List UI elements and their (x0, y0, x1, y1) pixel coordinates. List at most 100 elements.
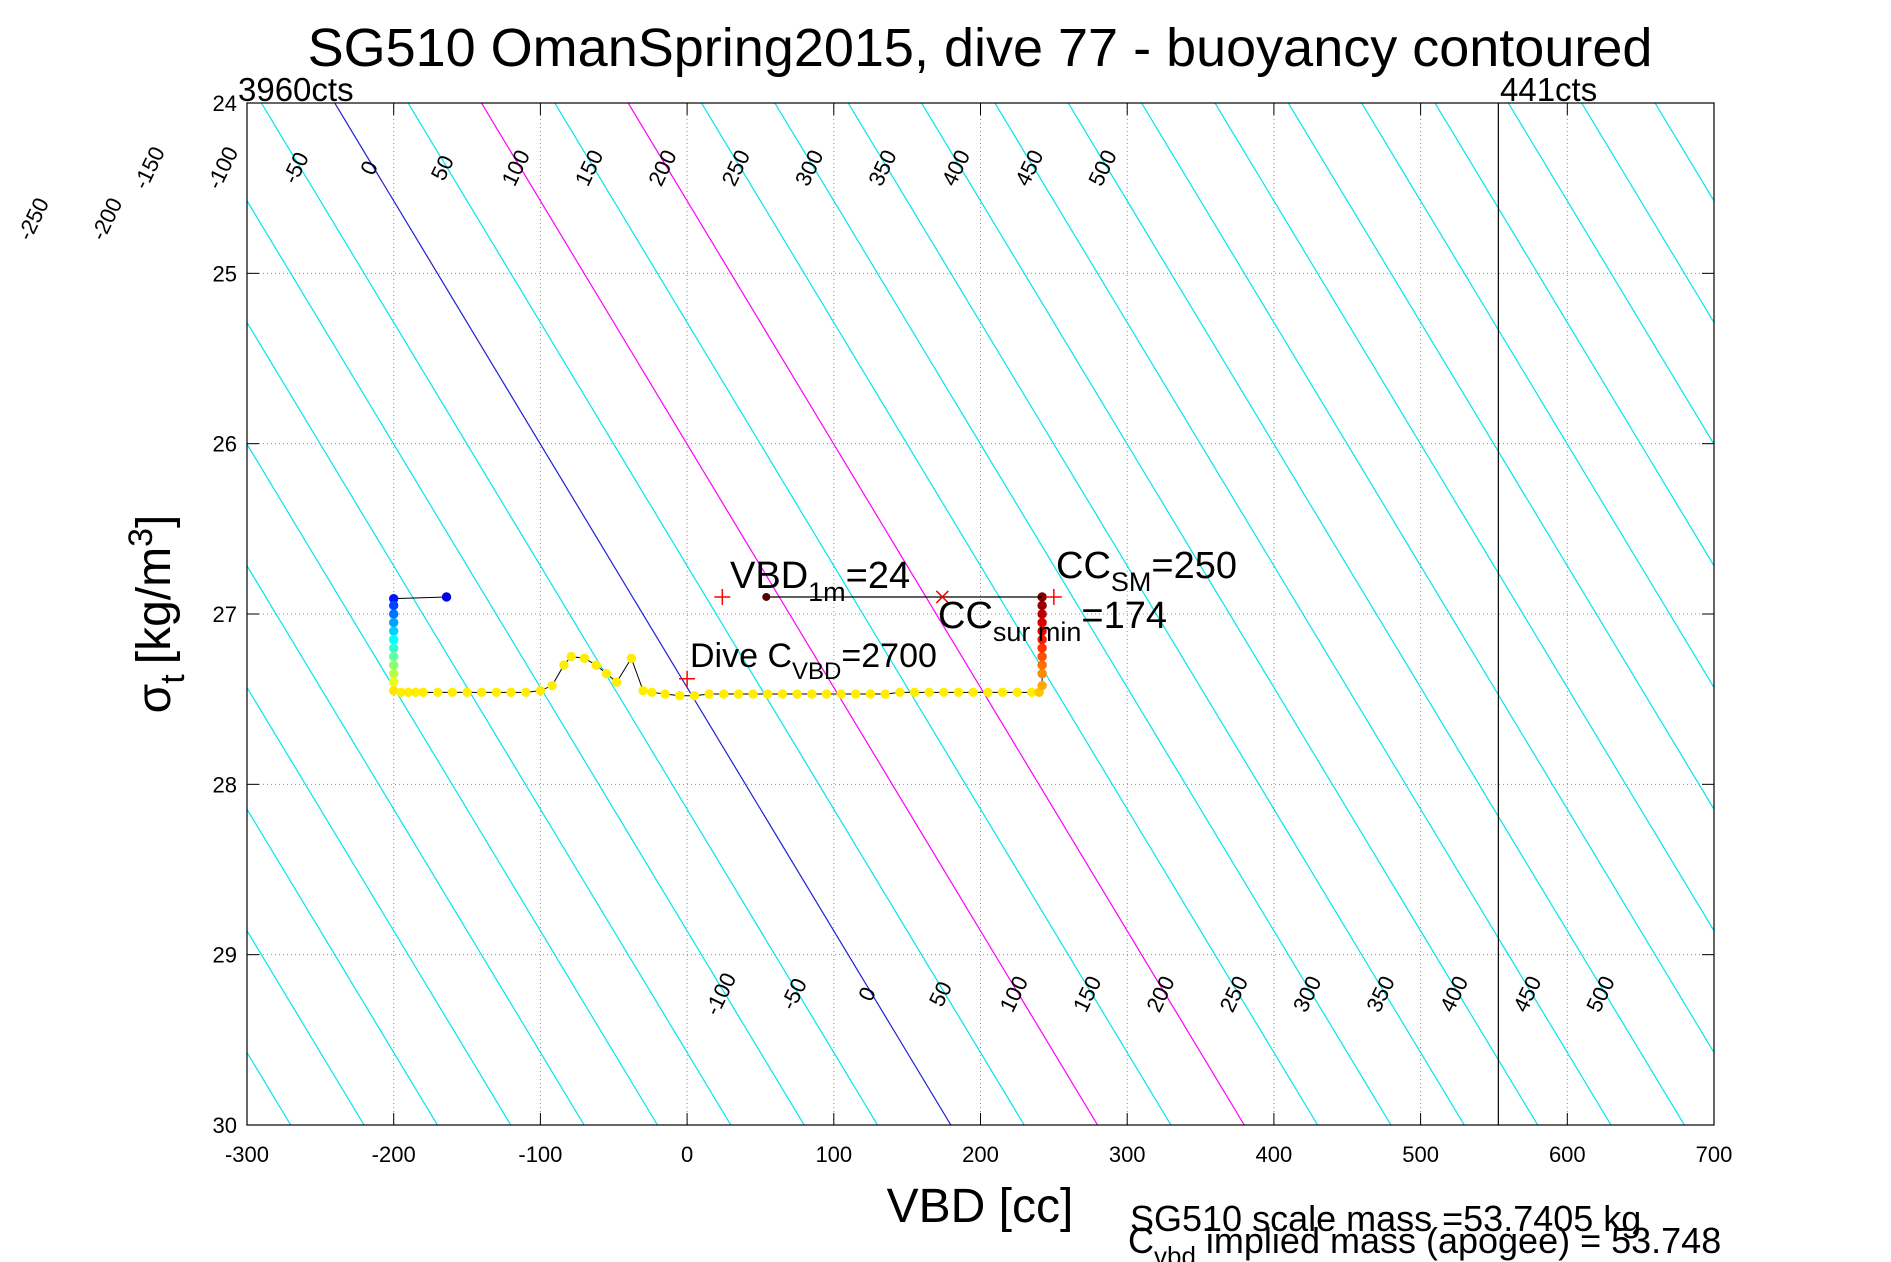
chart-title: SG510 OmanSpring2015, dive 77 - buoyancy… (308, 18, 1653, 78)
data-point (983, 687, 993, 698)
cvbd-label: Dive CVBD=2700 (690, 637, 937, 685)
contour-line (247, 686, 512, 1125)
data-point (1012, 687, 1022, 698)
data-point (924, 687, 934, 698)
data-point (389, 643, 399, 653)
data-point (491, 687, 502, 698)
x-tick-label: 400 (1256, 1142, 1293, 1167)
x-tick-label: -200 (372, 1142, 416, 1167)
connector-endpoint (762, 592, 771, 601)
x-tick-label: 200 (962, 1142, 999, 1167)
data-point (968, 687, 978, 698)
x-tick-label: 0 (681, 1142, 693, 1167)
contour-line (1287, 103, 1714, 811)
data-point (836, 689, 846, 699)
cvbd-marker (679, 670, 696, 687)
svg-text:σt[kg/m3]: σt[kg/m3] (122, 515, 192, 714)
data-point (441, 592, 452, 602)
data-point (704, 689, 714, 699)
ccsurmin-label: CCsur min=174 (938, 595, 1167, 647)
corner-label-left: 3960cts (238, 71, 354, 108)
data-point (675, 691, 685, 701)
contour-line (247, 807, 438, 1125)
x-tick-label: 500 (1402, 1142, 1439, 1167)
data-point (579, 653, 590, 663)
data-point (1037, 668, 1047, 679)
x-tick-label: -100 (518, 1142, 562, 1167)
data-point (389, 677, 399, 687)
data-point (807, 689, 817, 699)
contour-line (921, 103, 1539, 1125)
contour-line (1067, 103, 1685, 1125)
contour-label: -100 (201, 143, 243, 194)
ccsm-marker (1045, 588, 1062, 605)
data-point (389, 600, 399, 611)
y-axis-label: σt[kg/m3] (122, 515, 192, 714)
contour-label: -250 (12, 194, 54, 245)
data-series (389, 592, 1047, 701)
contour-line (1361, 103, 1714, 689)
contour-line (247, 442, 658, 1125)
data-point (895, 687, 905, 698)
contour-line (1728, 103, 1891, 1125)
contour-line (774, 103, 1392, 1125)
contour-line (554, 103, 1172, 1125)
contour-line (700, 103, 1319, 1125)
y-tick-label: 29 (213, 943, 237, 968)
x-tick-label: -300 (225, 1142, 269, 1167)
data-point (953, 687, 964, 698)
data-point (535, 685, 546, 696)
data-point (389, 626, 399, 636)
data-point (865, 689, 876, 699)
data-point (559, 660, 569, 670)
data-point (1037, 600, 1047, 611)
y-tick-label: 30 (213, 1113, 237, 1138)
data-point (462, 687, 472, 698)
data-point (601, 668, 612, 679)
footer-implied-mass: Cvbd implied mass (apogee) = 53.748 (1128, 1220, 1721, 1262)
data-point (719, 689, 729, 699)
vbd1m-label: VBD1m=24 (730, 555, 910, 607)
data-point (748, 689, 758, 699)
contour-line (247, 929, 365, 1125)
data-point (611, 677, 622, 687)
x-axis-label: VBD [cc] (887, 1180, 1074, 1233)
contour-line (480, 103, 1099, 1125)
x-tick-label: 700 (1696, 1142, 1733, 1167)
data-point (389, 668, 399, 679)
data-point (389, 609, 399, 619)
buoyancy-contours (247, 103, 1891, 1125)
data-point (647, 687, 657, 698)
data-point (660, 689, 670, 699)
footer-scale-mass: SG510 scale mass =53.7405 kg (1130, 1198, 1641, 1239)
x-tick-label: 100 (815, 1142, 852, 1167)
corner-label-right: 441cts (1500, 71, 1597, 108)
data-point (880, 689, 890, 699)
y-tick-label: 25 (213, 261, 237, 286)
data-point (433, 687, 443, 698)
data-point (821, 689, 832, 699)
grid-lines (247, 103, 1714, 1125)
data-point (997, 687, 1008, 698)
data-point (689, 691, 700, 701)
data-point (591, 660, 601, 670)
x-tick-label: 300 (1109, 1142, 1146, 1167)
contour-line (1214, 103, 1714, 932)
data-point (626, 653, 637, 663)
contour-line (627, 103, 1245, 1125)
data-point (389, 660, 399, 670)
data-point (763, 689, 773, 699)
ccsurmin-marker (935, 590, 949, 604)
contour-line (247, 564, 585, 1125)
contour-line (247, 321, 732, 1125)
data-point (477, 687, 487, 698)
data-point (909, 687, 920, 698)
data-point (777, 689, 788, 699)
contour-line (1141, 103, 1714, 1054)
data-point (1037, 680, 1047, 691)
data-point (733, 689, 744, 699)
data-point (638, 685, 648, 696)
data-point (389, 617, 399, 628)
y-tick-label: 28 (213, 772, 237, 797)
